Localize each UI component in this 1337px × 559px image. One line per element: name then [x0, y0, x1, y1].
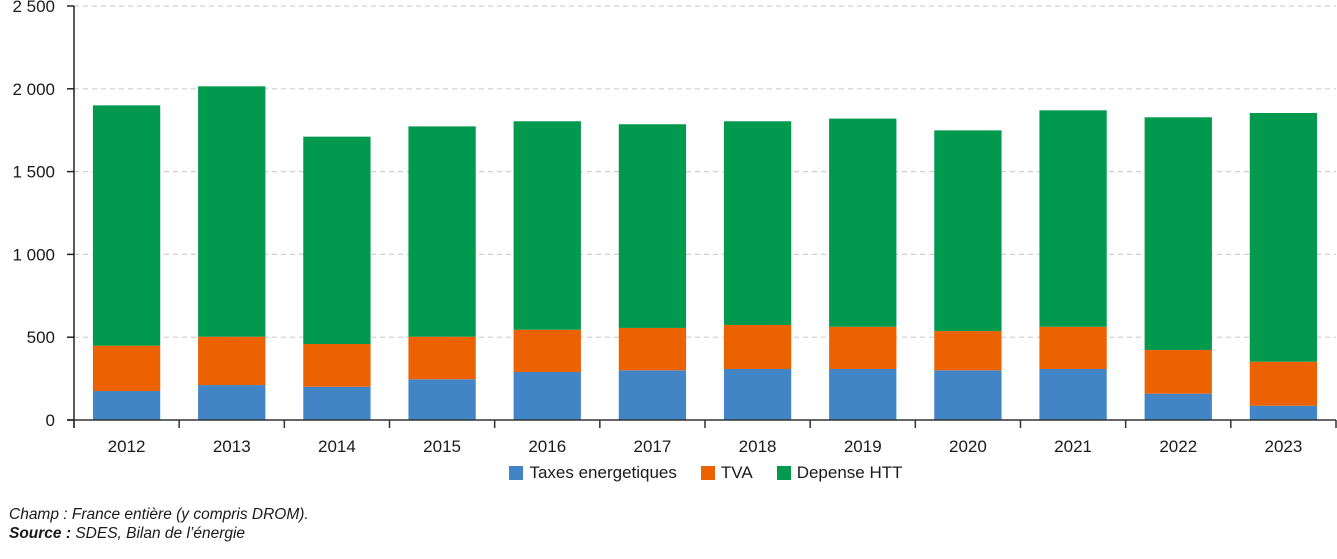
bar-segment-tva-2014	[303, 343, 371, 387]
bars	[92, 86, 1318, 420]
bar-segment-tva-2022	[1144, 349, 1212, 394]
x-tick-label: 2023	[1265, 437, 1303, 456]
bar-segment-depense-htt-2019	[829, 118, 897, 327]
x-tick-label: 2014	[318, 437, 356, 456]
bar-segment-depense-htt-2018	[723, 121, 792, 325]
bar-segment-tva-2021	[1039, 326, 1107, 369]
legend-swatch	[776, 466, 791, 480]
bar-segment-taxes-energetiques-2023	[1249, 405, 1318, 420]
legend-item: Depense HTT	[776, 463, 903, 483]
source-text: SDES, Bilan de l’énergie	[71, 525, 246, 542]
bar-segment-depense-htt-2023	[1249, 112, 1318, 362]
bar-segment-tva-2016	[513, 329, 581, 372]
x-tick-label: 2020	[949, 437, 987, 456]
bar-segment-taxes-energetiques-2014	[303, 386, 371, 420]
bar-segment-tva-2018	[723, 324, 792, 369]
x-tick-label: 2021	[1054, 437, 1092, 456]
bar-segment-tva-2012	[92, 345, 161, 392]
chart-footer: Champ : France entière (y compris DROM).…	[9, 505, 309, 543]
bar-segment-taxes-energetiques-2020	[934, 370, 1002, 420]
bar-segment-tva-2013	[198, 336, 266, 386]
x-tick-label: 2017	[634, 437, 672, 456]
y-tick-label: 1 000	[12, 245, 55, 264]
source-label: Source :	[9, 525, 72, 542]
legend-label: Depense HTT	[796, 463, 903, 482]
x-tick-label: 2022	[1159, 437, 1197, 456]
bar-segment-tva-2017	[618, 327, 687, 371]
gridlines	[74, 5, 1336, 338]
axes	[67, 6, 1336, 428]
x-tick-label: 2015	[423, 437, 461, 456]
bar-segment-taxes-energetiques-2019	[829, 368, 897, 420]
bar-segment-depense-htt-2014	[303, 136, 371, 344]
bar-segment-tva-2020	[934, 331, 1002, 371]
x-axis-ticks: 2012 2013 2014 2015 2016 2017 2018 2019 2020 2021…	[73, 420, 1337, 456]
legend-label: Taxes energetiques	[529, 463, 677, 482]
y-tick-label: 2 000	[12, 80, 55, 99]
legend-swatch	[700, 466, 715, 480]
x-tick-label: 2019	[844, 437, 882, 456]
bar-segment-depense-htt-2016	[513, 121, 581, 330]
x-tick-label: 2018	[739, 437, 777, 456]
x-tick-label: 2016	[528, 437, 566, 456]
x-tick-label: 2013	[213, 437, 251, 456]
bar-segment-taxes-energetiques-2016	[513, 371, 581, 420]
bar-segment-tva-2015	[408, 336, 476, 380]
footer-champ: Champ : France entière (y compris DROM).	[9, 506, 309, 523]
bar-segment-taxes-energetiques-2015	[408, 379, 476, 420]
bar-segment-taxes-energetiques-2022	[1144, 393, 1212, 420]
legend: Taxes energetiques TVA Depense HTT	[0, 463, 1337, 485]
footer-source: Source : SDES, Bilan de l’énergie	[9, 524, 309, 543]
y-tick-label: 2 500	[12, 0, 55, 16]
bar-segment-depense-htt-2013	[198, 86, 266, 337]
bar-segment-tva-2019	[829, 326, 897, 369]
bar-segment-taxes-energetiques-2021	[1039, 368, 1107, 420]
y-tick-label: 1 500	[12, 163, 55, 182]
y-tick-label: 500	[27, 328, 55, 347]
x-tick-label: 2012	[108, 437, 146, 456]
y-tick-label: 0	[46, 411, 55, 430]
bar-segment-depense-htt-2021	[1039, 110, 1107, 327]
bar-segment-tva-2023	[1249, 361, 1318, 406]
legend-item: Taxes energetiques	[509, 463, 677, 483]
legend-item: TVA	[700, 463, 753, 483]
bar-segment-taxes-energetiques-2012	[92, 391, 161, 420]
bar-segment-taxes-energetiques-2018	[723, 368, 792, 420]
bar-segment-taxes-energetiques-2017	[618, 370, 687, 420]
bar-segment-depense-htt-2022	[1144, 117, 1212, 350]
bar-segment-depense-htt-2015	[408, 126, 476, 337]
bar-segment-depense-htt-2017	[618, 124, 687, 328]
bar-segment-taxes-energetiques-2013	[198, 385, 266, 420]
legend-swatch	[509, 466, 524, 480]
bar-segment-depense-htt-2020	[934, 130, 1002, 332]
y-axis-ticks: 0 500 1 000 1 500 2 000 2 500	[12, 0, 74, 430]
bar-segment-depense-htt-2012	[92, 105, 161, 346]
legend-label: TVA	[720, 463, 753, 482]
